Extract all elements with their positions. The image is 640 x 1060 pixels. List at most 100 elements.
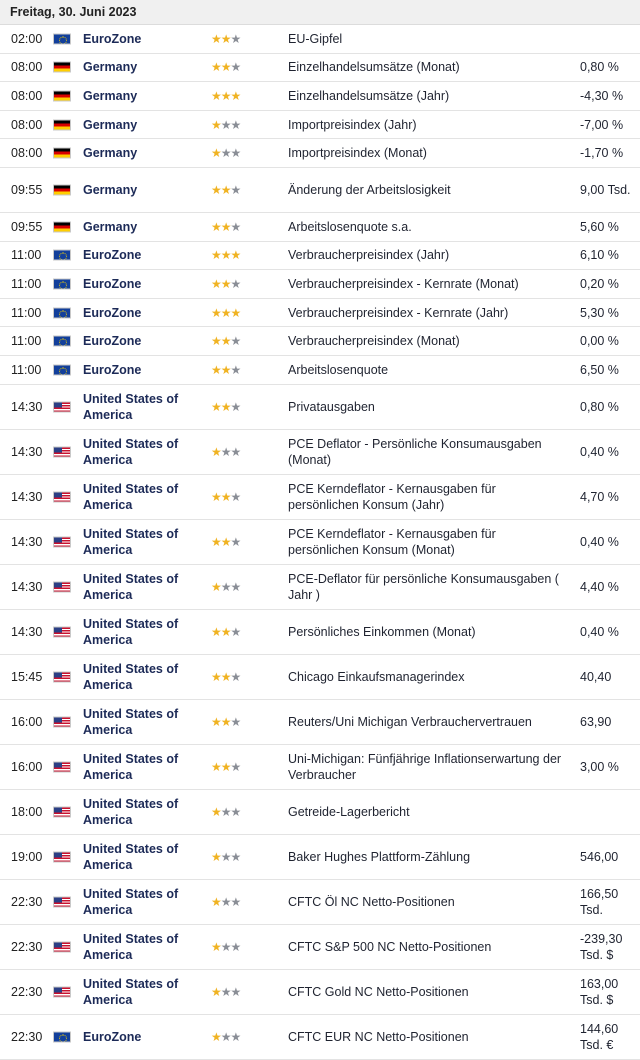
event-country[interactable]: Germany [83,88,138,103]
event-row[interactable]: 11:00 EuroZone ★★★ Verbraucherpreisindex - … [0,270,640,299]
event-country[interactable]: Germany [83,146,138,161]
event-row[interactable]: 08:00 Germany ★★★ Importpreisindex (Monat) -… [0,139,640,168]
event-country[interactable]: United States of America [83,661,179,692]
event-name[interactable]: Reuters/Uni Michigan Verbrauchervertraue… [288,714,532,729]
event-country[interactable]: Germany [83,219,138,234]
event-country[interactable]: United States of America [83,886,179,917]
event-country[interactable]: EuroZone [83,248,142,263]
event-name[interactable]: Verbraucherpreisindex (Jahr) [288,248,450,263]
event-country[interactable]: EuroZone [83,276,142,291]
event-country[interactable]: Germany [83,60,138,75]
event-country[interactable]: United States of America [83,706,179,737]
event-name[interactable]: Privatausgaben [288,399,375,414]
event-name[interactable]: Chicago Einkaufsmanagerindex [288,669,465,684]
event-row[interactable]: 11:00 EuroZone ★★★ Verbraucherpreisindex (M… [0,327,640,356]
event-name[interactable]: CFTC EUR NC Netto-Positionen [288,1029,469,1044]
importance-stars: ★★★ [211,715,241,729]
event-name[interactable]: Getreide-Lagerbericht [288,804,410,819]
event-country[interactable]: United States of America [83,616,179,647]
event-value: 0,80 % [580,60,619,75]
event-country[interactable]: United States of America [83,571,179,602]
event-name[interactable]: Importpreisindex (Jahr) [288,117,417,132]
us-flag-icon [53,581,71,593]
event-country[interactable]: EuroZone [83,31,142,46]
event-value: 546,00 [580,849,619,864]
event-name[interactable]: PCE-Deflator für persönliche Konsumausga… [288,571,559,602]
event-country[interactable]: Germany [83,117,138,132]
event-name[interactable]: Arbeitslosenquote s.a. [288,219,412,234]
star-icon: ★ [220,759,232,774]
event-time: 08:00 [11,88,43,103]
event-name[interactable]: PCE Deflator - Persönliche Konsumausgabe… [288,436,542,467]
event-name[interactable]: PCE Kerndeflator - Kernausgaben für pers… [288,526,496,557]
event-name[interactable]: Verbraucherpreisindex - Kernrate (Jahr) [288,305,509,320]
event-country[interactable]: United States of America [83,751,179,782]
event-value: 0,20 % [580,276,619,291]
event-country[interactable]: EuroZone [83,334,142,349]
event-row[interactable]: 15:45 United States of America ★★★ Chicago … [0,654,640,700]
event-name[interactable]: Verbraucherpreisindex (Monat) [288,334,460,349]
event-name[interactable]: CFTC Öl NC Netto-Positionen [288,894,455,909]
event-name[interactable]: Baker Hughes Plattform-Zählung [288,849,471,864]
event-row[interactable]: 14:30 United States of America ★★★ PCE Defl… [0,429,640,475]
event-name[interactable]: Arbeitslosenquote [288,362,389,377]
event-row[interactable]: 11:00 EuroZone ★★★ Verbraucherpreisindex (J… [0,241,640,271]
event-row[interactable]: 16:00 United States of America ★★★ Uni-Mich… [0,744,640,790]
eu-flag-icon [53,307,71,319]
importance-stars: ★★★ [211,444,241,459]
event-name[interactable]: Verbraucherpreisindex - Kernrate (Monat) [288,276,519,291]
event-name[interactable]: Persönliches Einkommen (Monat) [288,624,476,639]
event-name[interactable]: CFTC S&P 500 NC Netto-Positionen [288,939,492,954]
event-time: 14:30 [11,399,43,414]
event-row[interactable]: 11:00 EuroZone ★★★ Arbeitslosenquote 6,50 % [0,355,640,385]
event-row[interactable]: 02:00 EuroZone ★★★ EU-Gipfel [0,25,640,54]
event-name[interactable]: PCE Kerndeflator - Kernausgaben für pers… [288,481,496,512]
us-flag-icon [53,716,71,728]
event-row[interactable]: 22:30 EuroZone ★★★ CFTC EUR NC Netto-Positi… [0,1014,640,1060]
event-country[interactable]: United States of America [83,526,179,557]
event-row[interactable]: 14:30 United States of America ★★★ PCE Kern… [0,519,640,565]
event-row[interactable]: 09:55 Germany ★★★ Änderung der Arbeitslosig… [0,167,640,213]
event-country[interactable]: United States of America [83,976,179,1007]
event-country[interactable]: EuroZone [83,305,142,320]
event-country[interactable]: United States of America [83,796,179,827]
event-country[interactable]: United States of America [83,481,179,512]
event-name[interactable]: Einzelhandelsumsätze (Monat) [288,60,460,75]
star-icon: ★ [211,444,222,459]
event-country[interactable]: United States of America [83,391,179,422]
event-row[interactable]: 22:30 United States of America ★★★ CFTC S&P… [0,924,640,970]
event-value: 4,70 % [580,489,619,504]
event-name[interactable]: Änderung der Arbeitslosigkeit [288,182,451,197]
event-name[interactable]: Einzelhandelsumsätze (Jahr) [288,88,450,103]
event-row[interactable]: 22:30 United States of America ★★★ CFTC Öl … [0,879,640,925]
event-row[interactable]: 14:30 United States of America ★★★ PCE-Defl… [0,564,640,610]
event-name[interactable]: Importpreisindex (Monat) [288,146,427,161]
event-country[interactable]: EuroZone [83,362,142,377]
event-row[interactable]: 18:00 United States of America ★★★ Getreide… [0,789,640,835]
event-row[interactable]: 11:00 EuroZone ★★★ Verbraucherpreisindex - … [0,298,640,328]
event-row[interactable]: 08:00 Germany ★★★ Importpreisindex (Jahr) -7… [0,110,640,140]
star-icon: ★ [220,362,232,377]
event-row[interactable]: 08:00 Germany ★★★ Einzelhandelsumsätze (Jah… [0,82,640,111]
event-country[interactable]: United States of America [83,931,179,962]
event-row[interactable]: 16:00 United States of America ★★★ Reuters/… [0,699,640,745]
de-flag-icon [53,147,71,159]
event-name[interactable]: EU-Gipfel [288,31,343,46]
event-country[interactable]: Germany [83,182,138,197]
importance-stars: ★★★ [211,759,241,774]
importance-stars: ★★★ [211,1030,241,1044]
event-name[interactable]: Uni-Michigan: Fünfjährige Inflationserwa… [288,751,562,782]
star-icon: ★ [220,939,232,954]
event-name[interactable]: CFTC Gold NC Netto-Positionen [288,984,469,999]
event-row[interactable]: 09:55 Germany ★★★ Arbeitslosenquote s.a. 5,6… [0,212,640,242]
event-row[interactable]: 14:30 United States of America ★★★ PCE Kern… [0,474,640,520]
star-icon: ★ [220,489,232,504]
event-country[interactable]: United States of America [83,841,179,872]
event-row[interactable]: 22:30 United States of America ★★★ CFTC Gol… [0,969,640,1015]
event-country[interactable]: EuroZone [83,1029,142,1044]
event-row[interactable]: 19:00 United States of America ★★★ Baker Hu… [0,834,640,880]
event-row[interactable]: 08:00 Germany ★★★ Einzelhandelsumsätze (Mon… [0,53,640,83]
event-row[interactable]: 14:30 United States of America ★★★ Persönli… [0,609,640,655]
event-row[interactable]: 14:30 United States of America ★★★ Privatau… [0,384,640,430]
event-country[interactable]: United States of America [83,436,179,467]
